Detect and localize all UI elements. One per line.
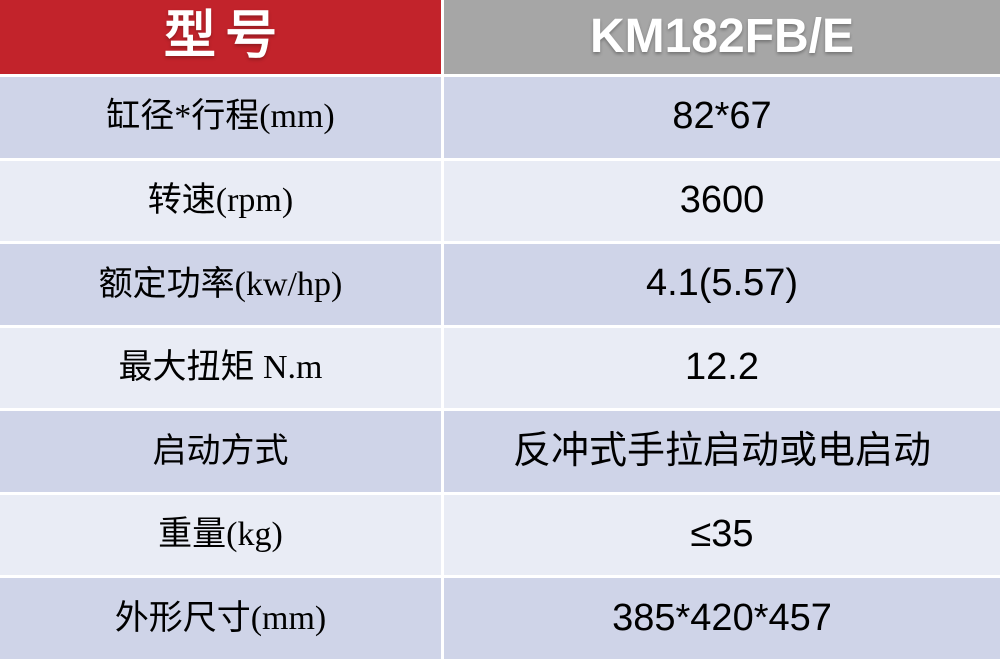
spec-label-cell: 重量(kg) [0,494,441,576]
model-value-header-cell: KM182FB/E [444,0,1000,74]
model-header-cell: 型号 [0,0,441,74]
spec-label-cell: 缸径*行程(mm) [0,77,441,158]
spec-value-cell: 4.1(5.57) [444,244,1000,325]
spec-label-cell: 额定功率(kw/hp) [0,244,441,325]
spec-label-cell: 最大扭矩 N.m [0,327,441,409]
spec-value-cell: 385*420*457 [444,578,1000,659]
spec-label-cell: 外形尺寸(mm) [0,578,441,659]
spec-value-cell: 12.2 [444,327,1000,409]
spec-label-cell: 转速(rpm) [0,160,441,242]
spec-value-cell: 82*67 [444,77,1000,158]
spec-value-cell: 3600 [444,160,1000,242]
spec-value-cell: 反冲式手拉启动或电启动 [444,411,1000,492]
spec-value-cell: ≤35 [444,494,1000,576]
spec-label-cell: 启动方式 [0,411,441,492]
